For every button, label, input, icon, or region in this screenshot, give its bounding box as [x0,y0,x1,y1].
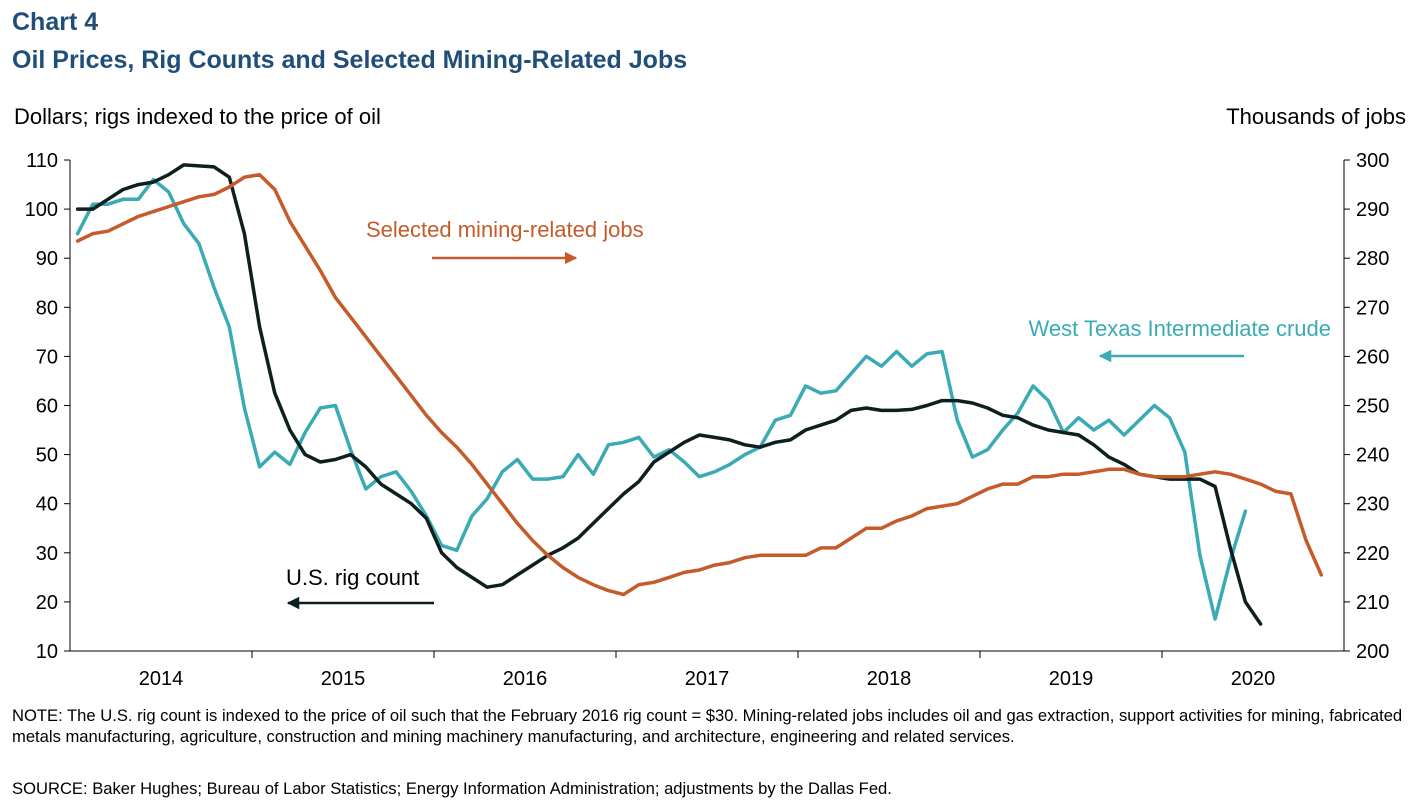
left-tick-label: 30 [36,543,58,565]
annotation-rigs: U.S. rig count [286,565,434,610]
left-axis-ticks: 10 20 30 40 50 60 70 80 90 100 110 [25,150,70,663]
chart-number: Chart 4 [12,8,99,36]
right-tick-label: 200 [1356,641,1389,663]
x-tick-label: 2018 [867,668,912,690]
x-tick-label: 2020 [1231,668,1276,690]
right-tick-label: 290 [1356,199,1389,221]
left-tick-label: 50 [36,445,58,467]
left-tick-label: 10 [36,641,58,663]
x-tick-label: 2017 [685,668,730,690]
chart-plot: 10 20 30 40 50 60 70 80 90 100 110 200 210 220 230 240… [25,150,1390,690]
series-line-rigs [75,163,1263,626]
right-tick-label: 230 [1356,494,1389,516]
left-tick-label: 40 [36,494,58,516]
x-tick-label: 2016 [503,668,548,690]
right-tick-label: 220 [1356,543,1389,565]
left-tick-label: 80 [36,297,58,319]
right-tick-label: 250 [1356,396,1389,418]
right-axis-unit-label: Thousands of jobs [1226,104,1406,129]
right-tick-label: 240 [1356,445,1389,467]
right-tick-label: 300 [1356,150,1389,172]
left-tick-label: 20 [36,592,58,614]
source-text: SOURCE: Baker Hughes; Bureau of Labor St… [12,779,892,798]
x-tick-label: 2015 [321,668,366,690]
left-axis-unit-label: Dollars; rigs indexed to the price of oi… [14,104,381,129]
left-tick-label: 70 [36,346,58,368]
right-axis-ticks: 200 210 220 230 240 250 260 270 280 290 300 [1344,150,1389,663]
label-rigs: U.S. rig count [286,565,419,590]
left-tick-label: 60 [36,396,58,418]
right-tick-label: 280 [1356,248,1389,270]
left-tick-label: 110 [26,150,58,172]
label-wti: West Texas Intermediate crude [1029,316,1331,341]
series-line-jobs [75,172,1324,597]
left-tick-label: 90 [36,248,58,270]
series-line-wti [75,177,1248,621]
annotation-jobs: Selected mining-related jobs [366,217,644,265]
note-text: NOTE: The U.S. rig count is indexed to t… [12,706,1403,746]
x-tick-label: 2014 [139,668,184,690]
annotation-wti: West Texas Intermediate crude [1029,316,1331,363]
label-jobs: Selected mining-related jobs [366,217,644,242]
left-tick-label: 100 [25,199,58,221]
right-tick-label: 270 [1356,297,1389,319]
x-axis-ticks: 2014 2015 2016 2017 2018 2019 2020 [139,651,1276,690]
chart-title: Oil Prices, Rig Counts and Selected Mini… [12,46,688,74]
right-tick-label: 210 [1356,592,1389,614]
x-tick-label: 2019 [1049,668,1094,690]
series-lines [75,163,1324,626]
right-tick-label: 260 [1356,346,1389,368]
